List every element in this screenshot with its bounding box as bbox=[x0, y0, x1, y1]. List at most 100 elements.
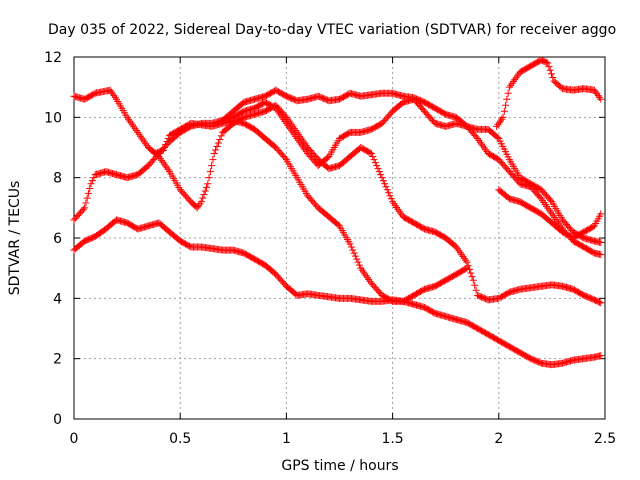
data-point bbox=[158, 147, 166, 155]
x-axis: 0 0.5 1 1.5 2 2.5 bbox=[70, 57, 616, 447]
data-point bbox=[197, 198, 205, 206]
data-point bbox=[82, 199, 90, 207]
y-tick-label: 8 bbox=[53, 171, 62, 187]
data-point bbox=[84, 189, 92, 197]
data-point bbox=[498, 115, 506, 123]
x-axis-label: GPS time / hours bbox=[281, 458, 398, 474]
data-point bbox=[547, 70, 555, 78]
data-point bbox=[595, 93, 603, 101]
data-point bbox=[379, 177, 387, 185]
data-point bbox=[81, 204, 89, 212]
data-point bbox=[549, 74, 557, 82]
y-tick-label: 4 bbox=[53, 291, 62, 307]
data-point bbox=[346, 240, 354, 248]
data-point bbox=[160, 144, 168, 151]
data-point bbox=[201, 187, 209, 195]
data-point bbox=[597, 210, 605, 218]
data-point bbox=[217, 132, 225, 140]
data-point bbox=[546, 66, 554, 74]
data-point bbox=[493, 122, 501, 130]
data-point bbox=[199, 194, 207, 202]
data-point bbox=[375, 168, 383, 176]
data-point bbox=[370, 156, 378, 164]
data-points bbox=[70, 56, 605, 369]
data-point bbox=[86, 185, 94, 193]
y-tick-label: 12 bbox=[44, 50, 62, 66]
data-point bbox=[387, 195, 395, 203]
data-point bbox=[597, 95, 605, 103]
chart-title: Day 035 of 2022, Sidereal Day-to-day VTE… bbox=[48, 22, 616, 38]
data-point bbox=[83, 194, 91, 202]
data-point bbox=[544, 59, 552, 67]
series-arc-7 bbox=[495, 186, 605, 242]
data-point bbox=[349, 246, 357, 254]
x-tick-label: 1 bbox=[282, 431, 291, 447]
data-point bbox=[351, 252, 359, 260]
x-tick-label: 0.5 bbox=[169, 431, 191, 447]
x-tick-label: 2.5 bbox=[594, 431, 616, 447]
data-point bbox=[159, 147, 167, 155]
data-point bbox=[385, 189, 393, 197]
data-point bbox=[386, 192, 394, 200]
data-point bbox=[383, 186, 391, 194]
data-point bbox=[353, 255, 361, 263]
data-point bbox=[494, 121, 502, 129]
series-arc-1 bbox=[70, 86, 605, 307]
data-point bbox=[463, 264, 471, 272]
data-point bbox=[213, 142, 221, 150]
data-point bbox=[208, 162, 216, 170]
data-point bbox=[597, 251, 605, 259]
data-point bbox=[107, 88, 115, 96]
data-point bbox=[377, 171, 385, 179]
data-point bbox=[369, 153, 377, 161]
data-point bbox=[495, 119, 503, 127]
data-point bbox=[373, 162, 381, 170]
y-axis: 0 2 4 6 8 10 12 bbox=[44, 50, 605, 428]
data-point bbox=[212, 146, 220, 154]
data-point bbox=[597, 239, 605, 247]
data-point bbox=[547, 196, 555, 204]
data-point bbox=[79, 205, 87, 213]
data-point bbox=[281, 154, 289, 162]
data-point bbox=[590, 86, 598, 94]
data-point bbox=[164, 134, 172, 142]
x-tick-label: 0 bbox=[70, 431, 79, 447]
data-point bbox=[471, 281, 479, 289]
y-tick-label: 2 bbox=[53, 352, 62, 368]
data-point bbox=[463, 258, 471, 266]
data-point bbox=[593, 90, 601, 98]
series-arc-3 bbox=[70, 216, 605, 369]
data-point bbox=[87, 180, 95, 188]
data-point bbox=[214, 139, 222, 147]
data-point bbox=[468, 273, 476, 281]
data-point bbox=[209, 156, 217, 164]
data-point bbox=[163, 137, 171, 145]
y-tick-label: 0 bbox=[53, 412, 62, 428]
x-tick-label: 2 bbox=[494, 431, 503, 447]
data-point bbox=[110, 92, 118, 100]
y-tick-label: 10 bbox=[44, 110, 62, 126]
data-point bbox=[592, 88, 600, 96]
data-point bbox=[204, 180, 212, 188]
data-point bbox=[504, 89, 512, 97]
data-point bbox=[367, 150, 375, 158]
data-point bbox=[381, 180, 389, 188]
data-point bbox=[496, 117, 504, 125]
data-point bbox=[216, 135, 224, 143]
series-arc-4 bbox=[151, 116, 471, 305]
data-point bbox=[88, 177, 96, 185]
data-point bbox=[469, 276, 477, 284]
data-point bbox=[106, 86, 114, 94]
data-point bbox=[545, 63, 553, 71]
data-point bbox=[355, 261, 363, 269]
data-point bbox=[347, 243, 355, 251]
data-point bbox=[205, 174, 213, 182]
data-point bbox=[597, 352, 605, 360]
data-point bbox=[493, 133, 501, 141]
series-arc-6 bbox=[493, 56, 605, 130]
data-point bbox=[542, 58, 550, 66]
y-tick-label: 6 bbox=[53, 231, 62, 247]
data-point bbox=[597, 299, 605, 307]
data-point bbox=[595, 298, 603, 306]
